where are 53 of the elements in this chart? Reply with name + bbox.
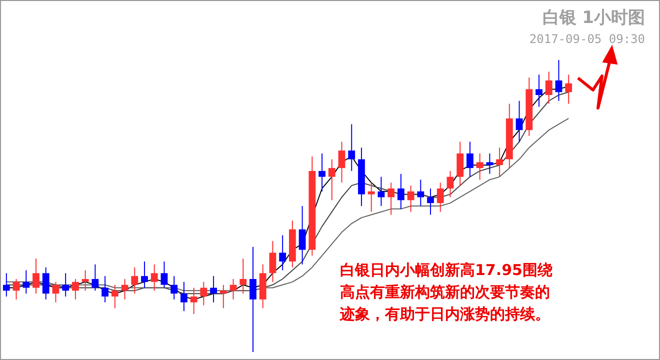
candlestick — [298, 206, 306, 265]
candlestick — [141, 260, 148, 288]
candlestick — [446, 170, 454, 198]
chart-subtitle: 2017-09-05 09:30 — [529, 32, 645, 46]
candlestick — [82, 270, 89, 292]
candlestick — [466, 141, 474, 178]
candlestick — [111, 284, 118, 309]
candlestick — [476, 152, 484, 180]
candlestick — [279, 234, 286, 271]
candlestick — [269, 240, 276, 282]
candlestick — [2, 272, 10, 298]
candlestick — [555, 60, 562, 102]
candlestick — [407, 185, 414, 212]
candlestick — [62, 272, 70, 298]
candlestick — [388, 182, 395, 216]
candlestick — [496, 147, 503, 178]
candlestick — [22, 270, 30, 294]
candlestick — [565, 74, 572, 104]
candlestick — [12, 278, 20, 300]
candlestick — [516, 100, 523, 142]
candlestick — [436, 182, 444, 212]
candlestick — [190, 287, 198, 315]
candlestick — [397, 173, 404, 210]
candlestick — [378, 176, 385, 206]
candlestick — [180, 281, 188, 312]
candlestick — [200, 281, 208, 306]
candlestick — [170, 276, 178, 300]
candlestick — [72, 278, 79, 300]
candlestick — [210, 276, 217, 303]
candlestick — [42, 266, 50, 300]
candlestick — [328, 158, 336, 201]
candlestick — [318, 152, 326, 192]
candlestick — [338, 141, 346, 184]
candlestick — [240, 258, 247, 294]
candlestick — [131, 266, 138, 294]
candlestick — [456, 141, 464, 186]
candlestick — [486, 152, 494, 174]
candlestick — [92, 264, 99, 292]
candlestick — [220, 284, 227, 309]
candlestick — [250, 246, 256, 352]
candlestick — [417, 179, 424, 206]
candlestick — [32, 258, 40, 294]
annotation: 白银日内小幅创新高17.95围绕高点有重新构筑新的次要节奏的迹象，有助于日内涨势的持续。 — [339, 261, 552, 323]
candlestick — [368, 182, 375, 212]
candlestick — [348, 124, 356, 172]
candlestick — [536, 74, 542, 108]
candlestick — [102, 276, 108, 303]
candlestick — [52, 281, 60, 303]
candlestick — [545, 71, 552, 104]
candlestick — [150, 264, 158, 292]
candlestick — [160, 260, 168, 288]
candlestick — [427, 188, 434, 216]
chart-title: 白银 1小时图 — [542, 8, 645, 28]
